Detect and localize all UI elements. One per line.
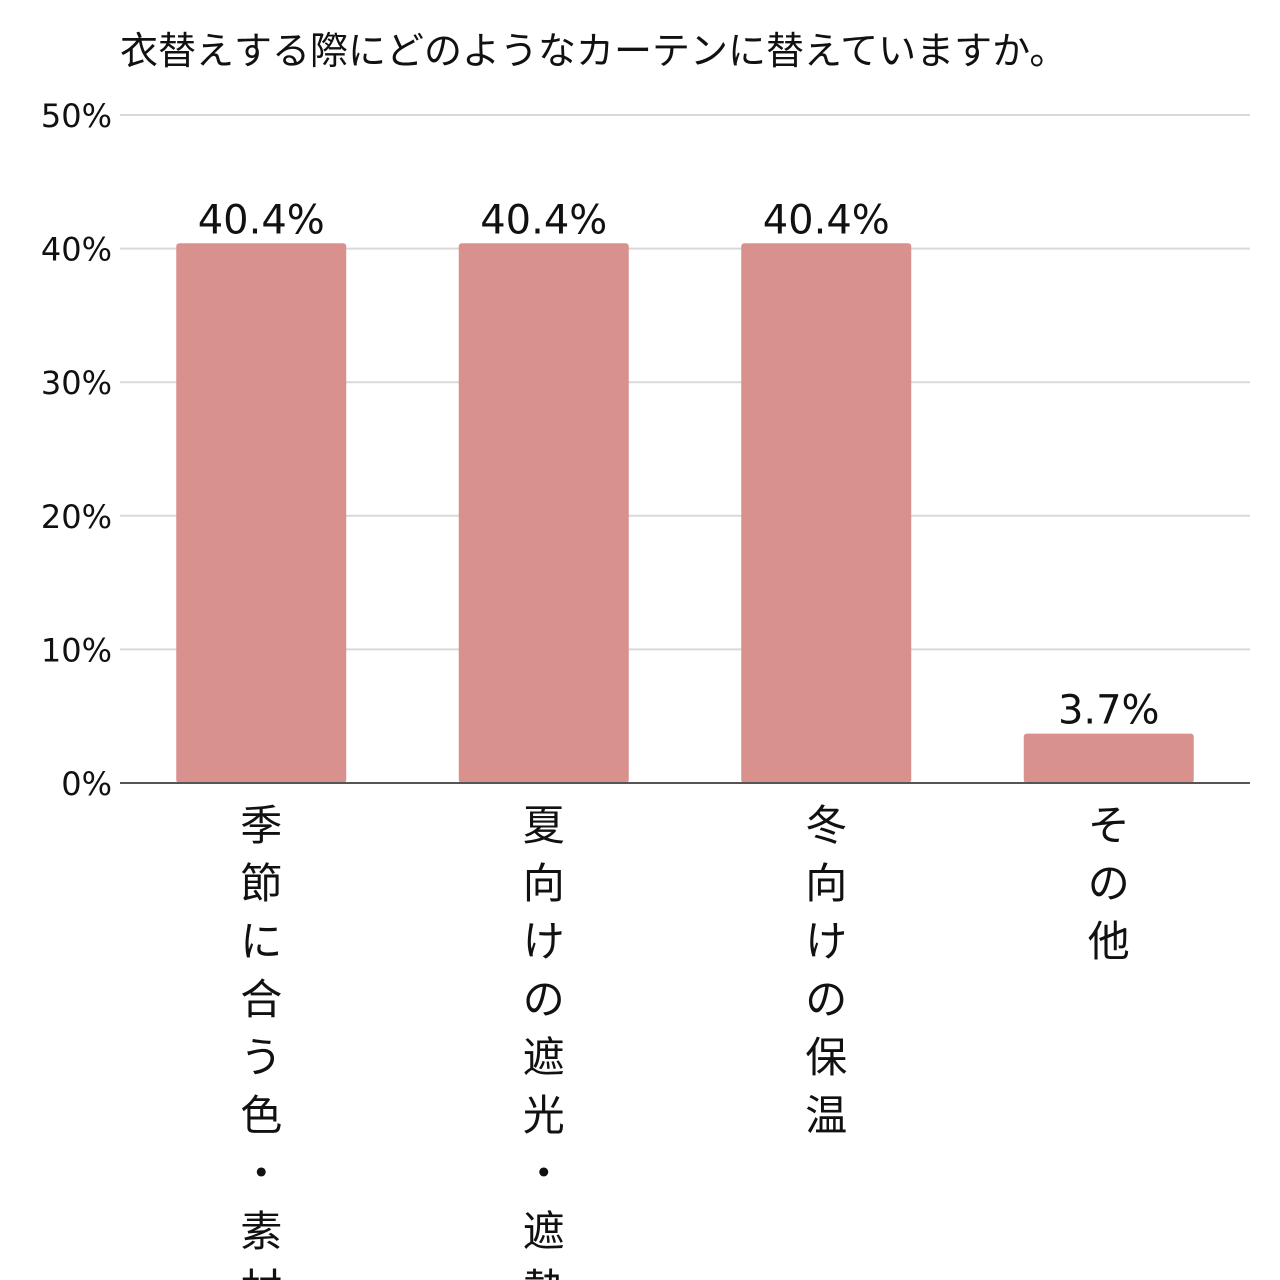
data-labels: 40.4% 40.4% 40.4% 3.7%	[198, 197, 1160, 733]
category-label: 季節に合う色・素材	[240, 801, 282, 1280]
category-label: 夏向けの遮光・遮熱	[523, 801, 565, 1280]
y-tick-label: 20%	[41, 498, 112, 536]
bar	[176, 243, 347, 784]
data-label: 3.7%	[1058, 688, 1160, 734]
y-axis-ticks: 0% 10% 20% 30% 40% 50%	[41, 97, 112, 803]
y-tick-label: 30%	[41, 364, 112, 402]
bars	[176, 243, 1194, 784]
y-tick-label: 40%	[41, 231, 112, 269]
bar	[1023, 733, 1194, 783]
bar	[741, 243, 912, 784]
y-tick-label: 10%	[41, 631, 112, 669]
y-tick-label: 0%	[61, 765, 112, 803]
bar	[458, 243, 629, 784]
data-label: 40.4%	[480, 197, 607, 243]
data-label: 40.4%	[198, 197, 325, 243]
category-label: 冬向けの保温	[805, 801, 847, 1140]
data-label: 40.4%	[763, 197, 890, 243]
category-labels: 季節に合う色・素材 夏向けの遮光・遮熱 冬向けの保温 その他	[240, 801, 1130, 1280]
y-tick-label: 50%	[41, 97, 112, 135]
category-label: その他	[1088, 801, 1130, 966]
chart-title: 衣替えする際にどのようなカーテンに替えていますか。	[120, 29, 1067, 73]
